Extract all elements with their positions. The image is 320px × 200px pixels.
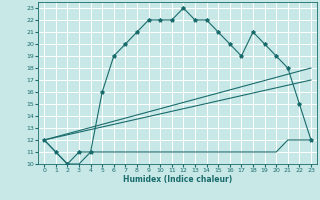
X-axis label: Humidex (Indice chaleur): Humidex (Indice chaleur): [123, 175, 232, 184]
